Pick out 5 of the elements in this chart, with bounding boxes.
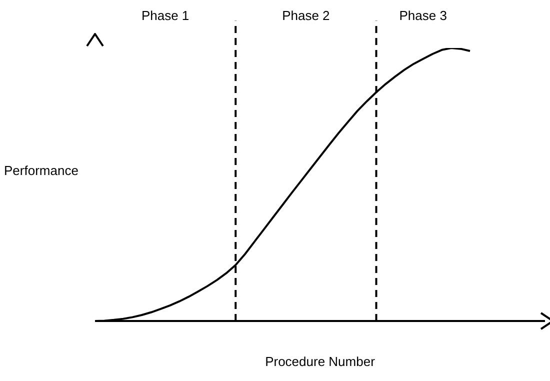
text: Phase 2 (281, 8, 331, 23)
text: Phase 1 (140, 8, 190, 23)
text: Phase 3 (398, 8, 448, 23)
y-axis-title: Performance (4, 162, 78, 178)
x-axis-title: Procedure Number (264, 354, 376, 369)
